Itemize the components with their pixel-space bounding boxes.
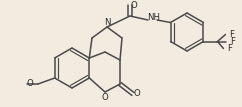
Text: O: O (131, 1, 137, 10)
Text: O: O (26, 80, 33, 88)
Text: O: O (134, 89, 140, 99)
Text: F: F (229, 30, 234, 39)
Text: N: N (104, 18, 110, 27)
Text: O: O (102, 92, 108, 102)
Text: F: F (227, 44, 233, 53)
Text: NH: NH (148, 13, 160, 22)
Text: F: F (230, 37, 235, 46)
